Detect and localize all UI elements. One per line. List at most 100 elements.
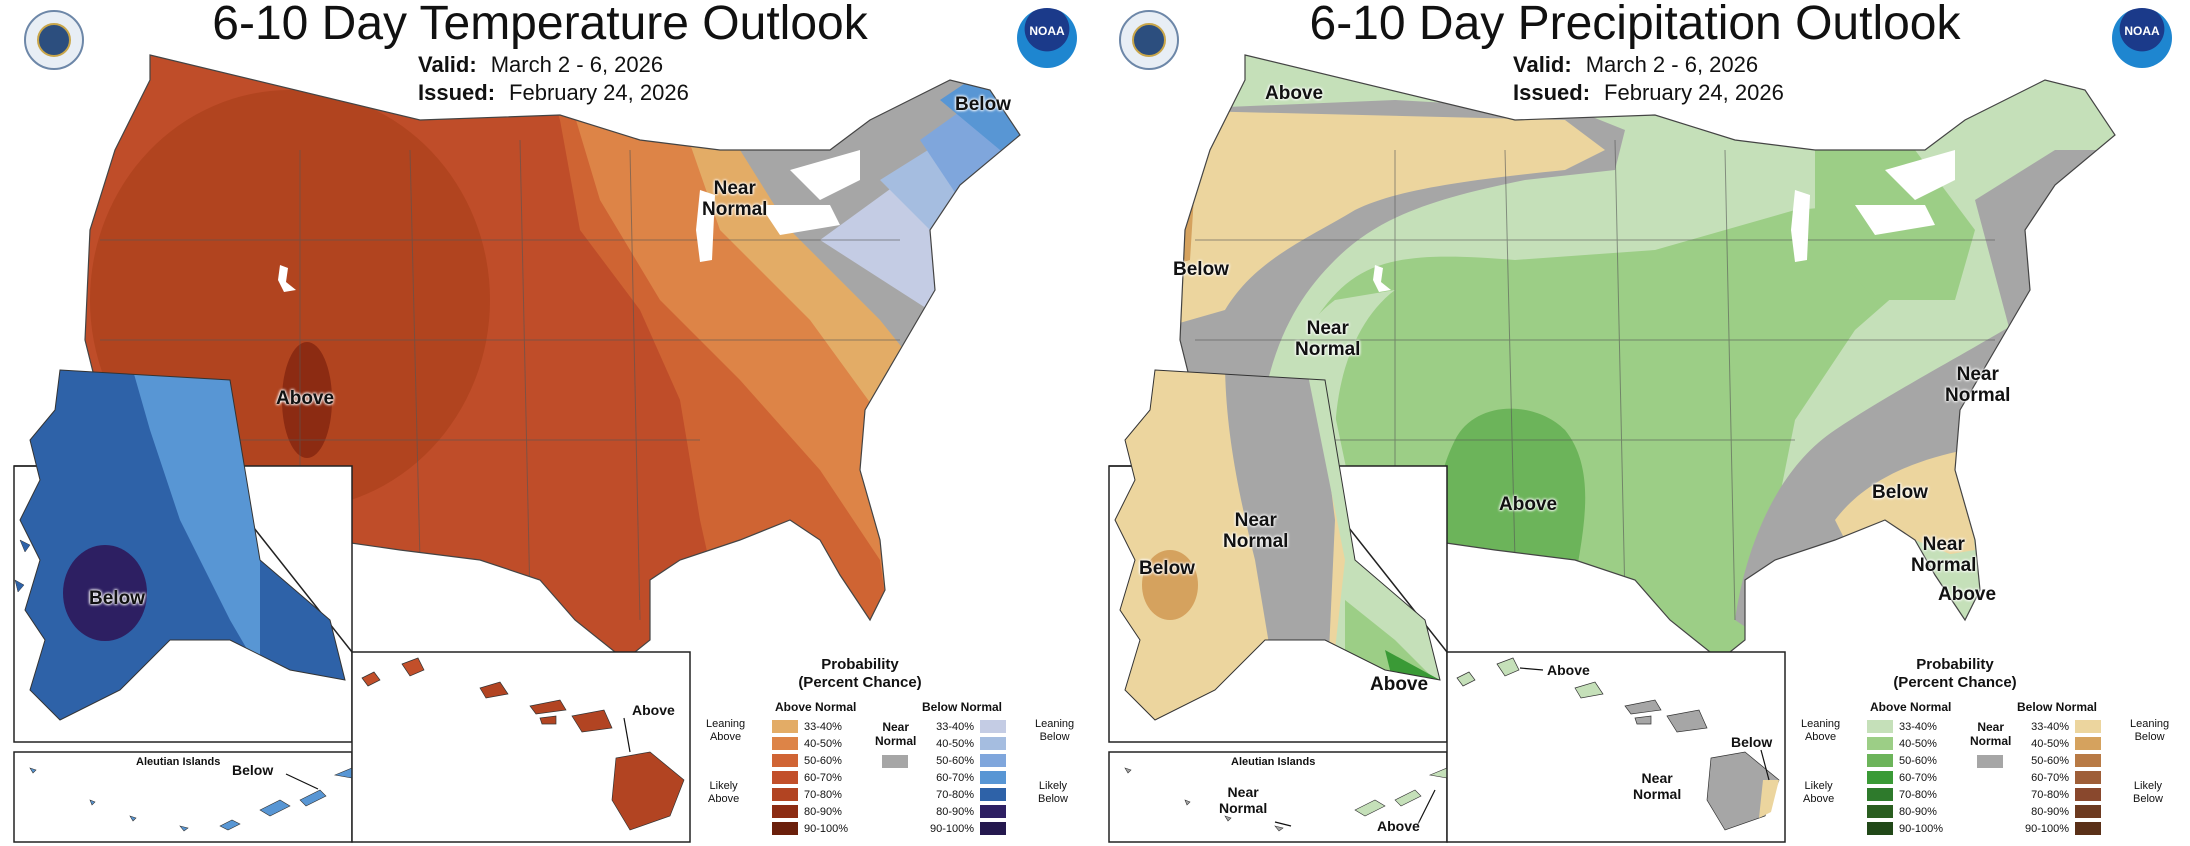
legend-row: 50-60% [2025, 752, 2102, 769]
ak-below-80-90 [63, 545, 147, 641]
label-above-hawaii: Above [1547, 662, 1590, 678]
doc-seal-icon [24, 10, 84, 70]
legend-row: 60-70% [930, 769, 1007, 786]
legend-row: 80-90% [930, 803, 1007, 820]
precip-region-above-50-60 [1437, 408, 1586, 640]
label-above-alaska: Above [1370, 674, 1429, 695]
legend-row: 90-100% [772, 820, 848, 837]
legend-row: 60-70% [772, 769, 848, 786]
legend-near-swatch [1977, 755, 2003, 768]
doc-seal-icon [1119, 10, 1179, 70]
valid-dates: Valid: March 2 - 6, 2026 [418, 52, 664, 77]
temperature-outlook-map [13, 54, 1021, 843]
lake-michigan [696, 190, 715, 262]
label-below-hawaii: Below [1731, 734, 1773, 750]
aleutian-islands-shapes [1124, 767, 1284, 832]
label-near-normal: Near Normal [702, 178, 768, 220]
legend-row: 40-50% [1867, 735, 1943, 752]
legend-row: 33-40% [2025, 718, 2102, 735]
label-below-aleutians: Below [232, 762, 274, 778]
label-near-normal-alaska: Near Normal [1223, 510, 1289, 552]
legend-row: 33-40% [1867, 718, 1943, 735]
precipitation-outlook-panel: NOAA 6-10 Day Precipitation Outlook Vali… [1095, 0, 2190, 846]
legend-leaning-below: Leaning Below [1035, 718, 1075, 743]
label-below-westcoast: Below [1173, 259, 1229, 280]
legend-likely-below: Likely Below [1038, 780, 1068, 805]
legend-likely-above: Likely Above [1803, 780, 1835, 805]
label-near-normal-aleutians: Near Normal [1219, 784, 1268, 816]
label-near-normal-southeast: Near Normal [1945, 364, 2011, 406]
hawaii-big-island [611, 751, 685, 831]
legend-row: 80-90% [772, 803, 848, 820]
state-borders [1195, 139, 1995, 621]
legend-above-swatches: 33-40% 40-50% 50-60% 60-70% 70-80% 80-90… [772, 718, 848, 837]
aleutian-islands-label: Aleutian Islands [1231, 756, 1316, 768]
label-near-normal-west: Near Normal [1295, 318, 1361, 360]
aleutian-islands-shapes [29, 767, 353, 832]
aleutian-islands-label: Aleutian Islands [136, 756, 221, 768]
label-above-texas: Above [1499, 494, 1558, 515]
legend-row: 40-50% [2025, 735, 2102, 752]
label-below-alaska: Below [89, 588, 145, 609]
legend-row: 80-90% [2025, 803, 2102, 820]
legend-below-header: Below Normal [2017, 700, 2098, 714]
issued-date: Issued: February 24, 2026 [1513, 80, 1784, 105]
temperature-outlook-panel: NOAA 6-10 Day Temperature Outlook Valid:… [13, 0, 1090, 846]
label-near-normal-florida: Near Normal [1911, 534, 1977, 576]
legend-row: 90-100% [2025, 820, 2102, 837]
legend-near-normal: Near Normal [1970, 720, 2012, 748]
legend-row: 90-100% [1867, 820, 1943, 837]
legend-below-header: Below Normal [922, 700, 1003, 714]
hawaii-islands [479, 681, 613, 733]
legend-row: 50-60% [930, 752, 1007, 769]
legend-above-swatches: 33-40% 40-50% 50-60% 60-70% 70-80% 80-90… [1867, 718, 1943, 837]
great-salt-lake [278, 265, 296, 292]
legend-row: 70-80% [772, 786, 848, 803]
page-title: 6-10 Day Temperature Outlook [212, 0, 868, 50]
legend-row: 60-70% [1867, 769, 1943, 786]
label-below-alaska: Below [1139, 558, 1195, 579]
legend-title: Probability (Percent Chance) [798, 656, 922, 691]
label-below-southeast: Below [1872, 482, 1928, 503]
legend-row: 60-70% [2025, 769, 2102, 786]
legend-row: 33-40% [772, 718, 848, 735]
precipitation-outlook-map [1108, 54, 2116, 843]
label-near-normal-hawaii: Near Normal [1633, 770, 1682, 802]
legend-row: 50-60% [1867, 752, 1943, 769]
noaa-logo-icon: NOAA [2112, 8, 2172, 68]
legend-row: 70-80% [930, 786, 1007, 803]
alaska-outline [19, 369, 346, 721]
temperature-legend: Probability (Percent Chance) Above Norma… [700, 650, 1090, 846]
label-above-aleutians: Above [1377, 818, 1420, 834]
legend-near-swatch [882, 755, 908, 768]
label-above-northwest: Above [1265, 83, 1324, 104]
valid-dates: Valid: March 2 - 6, 2026 [1513, 52, 1759, 77]
hawaii-islands [1574, 681, 1604, 699]
page-title: 6-10 Day Precipitation Outlook [1309, 0, 1961, 50]
legend-title: Probability (Percent Chance) [1893, 656, 2017, 691]
precip-region-below-40-50 [1180, 170, 1195, 270]
legend-near-normal: Near Normal [875, 720, 917, 748]
legend-row: 33-40% [930, 718, 1007, 735]
temp-region-40-50 [540, 55, 960, 660]
legend-likely-below: Likely Below [2133, 780, 2163, 805]
legend-row: 90-100% [930, 820, 1007, 837]
temp-region-33-40 [640, 55, 960, 660]
legend-below-swatches: 33-40% 40-50% 50-60% 60-70% 70-80% 80-90… [930, 718, 1007, 837]
legend-above-header: Above Normal [775, 700, 857, 714]
state-borders [100, 139, 900, 621]
legend-row: 50-60% [772, 752, 848, 769]
legend-row: 40-50% [772, 735, 848, 752]
precipitation-legend: Probability (Percent Chance) Above Norma… [1795, 650, 2185, 846]
ak-below-40-50 [1142, 550, 1198, 620]
alaska-outline [1114, 369, 1441, 721]
legend-row: 80-90% [1867, 803, 1943, 820]
legend-leaning-above: Leaning Above [706, 718, 746, 743]
label-below-northeast: Below [955, 94, 1011, 115]
label-above-hawaii: Above [632, 702, 675, 718]
legend-row: 70-80% [2025, 786, 2102, 803]
lake-michigan [1791, 190, 1810, 262]
legend-leaning-below: Leaning Below [2130, 718, 2170, 743]
legend-above-header: Above Normal [1870, 700, 1952, 714]
legend-row: 40-50% [930, 735, 1007, 752]
